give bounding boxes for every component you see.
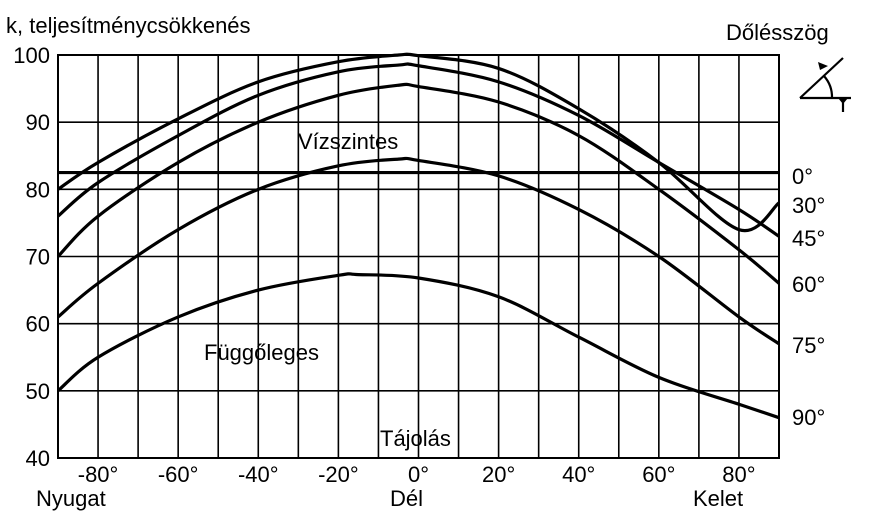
series-label: 60° (792, 272, 825, 297)
x-direction-left: Nyugat (36, 486, 106, 511)
tilt-angle-icon (799, 57, 851, 112)
series-label: 30° (792, 193, 825, 218)
x-tick-label: 0° (408, 462, 429, 487)
y-axis-label: k, teljesítménycsökkenés (6, 13, 251, 38)
legend-title: Dőlésszög (726, 20, 829, 45)
y-tick-label: 60 (26, 312, 50, 337)
x-axis-label: Tájolás (380, 426, 451, 451)
y-tick-label: 70 (26, 245, 50, 270)
annotation-vertical: Függőleges (204, 340, 319, 365)
x-tick-labels: -80° -60° -40° -20° 0° 20° 40° 60° 80° (78, 462, 756, 487)
x-direction-right: Kelet (693, 486, 743, 511)
y-tick-label: 50 (26, 379, 50, 404)
x-tick-label: -80° (78, 462, 119, 487)
series-label: 45° (792, 226, 825, 251)
series-line-60-deg (56, 82, 781, 285)
y-tick-label: 40 (26, 446, 50, 471)
grid (57, 54, 780, 459)
y-tick-label: 100 (13, 43, 50, 68)
x-tick-label: 40° (562, 462, 595, 487)
x-tick-label: 20° (482, 462, 515, 487)
x-tick-label: 60° (642, 462, 675, 487)
x-tick-label: -40° (238, 462, 279, 487)
series-line-30-deg (57, 52, 781, 233)
series-label: 90° (792, 405, 825, 430)
series-line-90-deg (56, 272, 780, 420)
y-tick-label: 80 (26, 177, 50, 202)
x-direction-center: Dél (390, 486, 423, 511)
series-line-75-deg (56, 156, 780, 346)
y-tick-labels: 40 50 60 70 80 90 100 (13, 43, 50, 471)
y-tick-label: 90 (26, 110, 50, 135)
series-label: 0° (792, 164, 813, 189)
series-label: 75° (792, 333, 825, 358)
x-tick-label: -20° (318, 462, 359, 487)
series-line-45-deg (56, 62, 780, 238)
x-tick-label: -60° (158, 462, 199, 487)
series-labels: 0° 30° 45° 60° 75° 90° (792, 164, 825, 430)
series-curves (56, 52, 781, 420)
x-tick-label: 80° (722, 462, 755, 487)
annotation-horizontal: Vízszintes (298, 129, 398, 154)
